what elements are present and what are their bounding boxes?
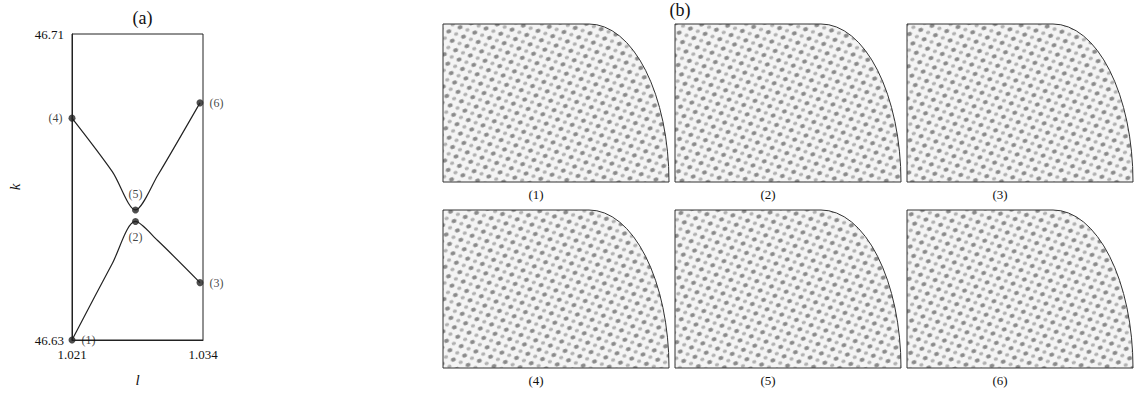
- svg-text:(1): (1): [528, 187, 543, 202]
- svg-text:46.63: 46.63: [35, 333, 64, 348]
- svg-text:(b): (b): [670, 0, 691, 21]
- svg-text:(4): (4): [528, 373, 543, 388]
- svg-text:(2): (2): [760, 187, 775, 202]
- svg-text:1.034: 1.034: [188, 347, 218, 362]
- svg-text:(6): (6): [992, 373, 1007, 388]
- svg-text:l: l: [135, 372, 139, 388]
- svg-text:(3): (3): [992, 187, 1007, 202]
- svg-text:(3): (3): [209, 276, 223, 290]
- svg-text:1.021: 1.021: [57, 347, 86, 362]
- svg-text:(6): (6): [209, 96, 223, 110]
- svg-text:(a): (a): [133, 8, 153, 29]
- svg-text:(5): (5): [760, 373, 775, 388]
- svg-text:(1): (1): [82, 333, 96, 347]
- svg-text:(2): (2): [128, 230, 142, 244]
- svg-text:k: k: [7, 183, 23, 190]
- svg-text:46.71: 46.71: [35, 27, 64, 42]
- svg-text:(4): (4): [49, 111, 63, 125]
- svg-text:(5): (5): [128, 187, 142, 201]
